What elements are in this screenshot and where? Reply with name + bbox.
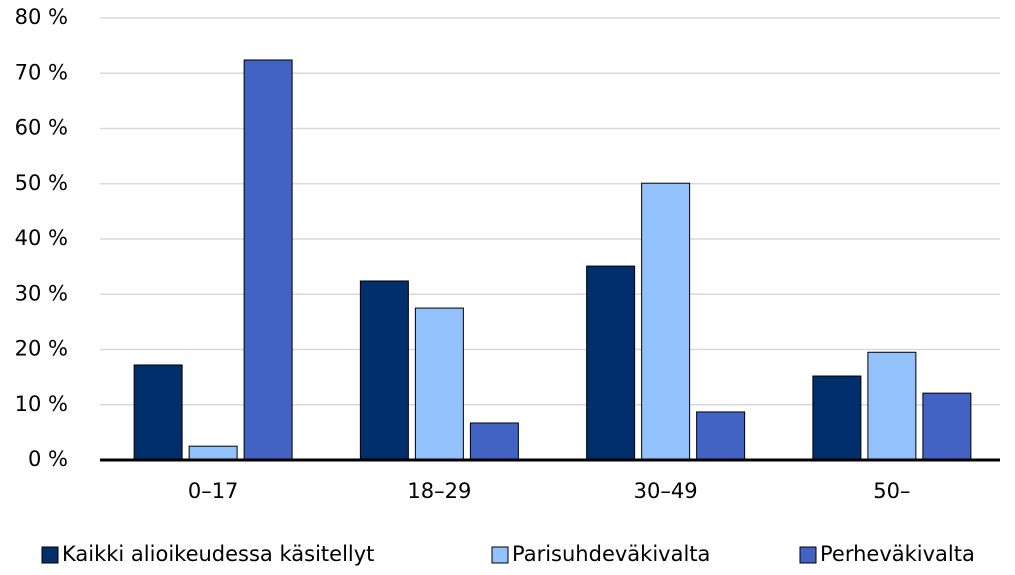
- bar: [188, 445, 238, 461]
- legend-label: Perheväkivalta: [820, 542, 975, 566]
- legend-swatch: [799, 546, 817, 564]
- x-tick-label: 30–49: [634, 479, 698, 503]
- y-tick-label: 20 %: [15, 337, 68, 361]
- bar: [469, 422, 519, 461]
- legend-swatch: [491, 546, 509, 564]
- legend-label: Parisuhdeväkivalta: [512, 542, 710, 566]
- bar: [586, 265, 636, 461]
- bar: [922, 392, 972, 461]
- bar: [133, 364, 183, 461]
- bar: [812, 375, 862, 461]
- x-tick-label: 0–17: [188, 479, 239, 503]
- y-tick-label: 80 %: [15, 5, 68, 29]
- y-tick-label: 30 %: [15, 281, 68, 305]
- legend-label: Kaikki alioikeudessa käsitellyt: [62, 542, 374, 566]
- bar: [243, 59, 293, 461]
- bar: [414, 307, 464, 461]
- legend-swatch: [41, 546, 59, 564]
- bar: [359, 280, 409, 461]
- y-tick-label: 40 %: [15, 226, 68, 250]
- x-tick-label: 18–29: [407, 479, 471, 503]
- y-tick-label: 60 %: [15, 116, 68, 140]
- y-tick-label: 70 %: [15, 60, 68, 84]
- y-tick-label: 50 %: [15, 171, 68, 195]
- y-tick-label: 10 %: [15, 392, 68, 416]
- x-tick-label: 50–: [873, 479, 910, 503]
- y-tick-label: 0 %: [28, 447, 68, 471]
- bar: [867, 351, 917, 461]
- bar: [641, 182, 691, 461]
- bar: [696, 411, 746, 461]
